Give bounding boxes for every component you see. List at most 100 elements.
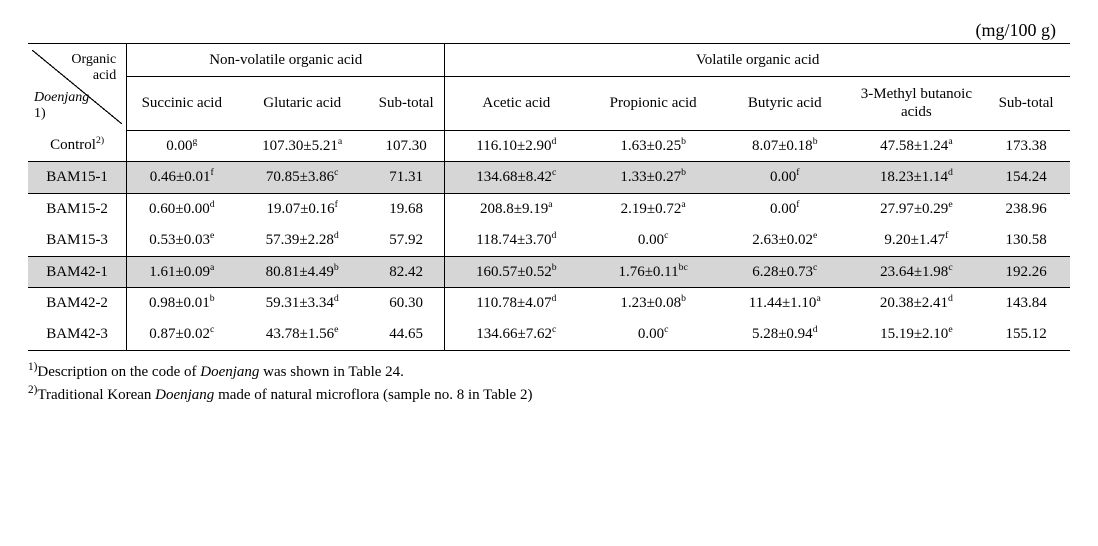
- cell-sup: e: [948, 324, 952, 335]
- cell: 143.84: [1005, 295, 1046, 311]
- cell-sup: a: [948, 136, 952, 147]
- cell: 2.63±0.02: [752, 232, 813, 248]
- diag-top-2: acid: [93, 68, 116, 83]
- row-label: BAM15-1: [46, 169, 108, 185]
- cell-sup: c: [813, 262, 817, 273]
- cell: 1.23±0.08: [620, 295, 681, 311]
- cell-sup: b: [681, 136, 686, 147]
- cell-sup: c: [210, 324, 214, 335]
- cell-sup: f: [211, 167, 214, 178]
- cell: 130.58: [1005, 232, 1046, 248]
- cell: 0.87±0.02: [149, 326, 210, 342]
- diagonal-header: Organic acid Doenjang 1): [28, 44, 127, 131]
- col-acetic: Acetic acid: [445, 77, 588, 130]
- cell: 107.30±5.21: [262, 138, 338, 154]
- fn1-post: was shown in Table 24.: [259, 364, 404, 380]
- cell: 82.42: [389, 264, 423, 280]
- cell: 0.98±0.01: [149, 295, 210, 311]
- cell-sup: a: [338, 136, 342, 147]
- cell: 43.78±1.56: [266, 326, 334, 342]
- group-nonvolatile: Non-volatile organic acid: [127, 44, 445, 77]
- cell: 116.10±2.90: [476, 138, 551, 154]
- cell-sup: d: [334, 293, 339, 304]
- cell: 0.00: [638, 232, 664, 248]
- cell-sup: f: [796, 199, 799, 210]
- cell: 19.07±0.16: [266, 201, 334, 217]
- row-label: BAM42-2: [46, 295, 108, 311]
- cell-sup: d: [334, 230, 339, 241]
- cell: 27.97±0.29: [880, 201, 948, 217]
- cell: 18.23±1.14: [880, 169, 948, 185]
- fn2-ital: Doenjang: [155, 387, 214, 403]
- cell-sup: c: [948, 262, 952, 273]
- cell: 59.31±3.34: [266, 295, 334, 311]
- cell-sup: c: [334, 167, 338, 178]
- fn1-pre: Description on the code of: [37, 364, 200, 380]
- cell: 57.39±2.28: [266, 232, 334, 248]
- cell-sup: a: [548, 199, 552, 210]
- cell-sup: b: [813, 136, 818, 147]
- fn2-mark: 2): [28, 384, 37, 396]
- cell: 15.19±2.10: [880, 326, 948, 342]
- cell: 134.66±7.62: [476, 326, 552, 342]
- cell-sup: d: [948, 293, 953, 304]
- cell: 0.00: [166, 138, 192, 154]
- cell-sup: d: [551, 230, 556, 241]
- cell-sup: b: [552, 262, 557, 273]
- cell-sup: c: [552, 167, 556, 178]
- cell-sup: f: [796, 167, 799, 178]
- col-sub-nv: Sub-total: [368, 77, 445, 130]
- diag-top-1: Organic: [71, 52, 116, 67]
- cell: 110.78±4.07: [476, 295, 551, 311]
- row-label: BAM15-3: [46, 232, 108, 248]
- cell-sup: c: [552, 324, 556, 335]
- row-label: BAM42-3: [46, 326, 108, 342]
- cell-sup: d: [551, 136, 556, 147]
- col-butyric: Butyric acid: [719, 77, 851, 130]
- col-succinic: Succinic acid: [127, 77, 237, 130]
- cell-sup: d: [813, 324, 818, 335]
- group-volatile: Volatile organic acid: [445, 44, 1070, 77]
- table-row: BAM15-2 0.60±0.00d 19.07±0.16f 19.68 208…: [28, 194, 1070, 225]
- cell: 6.28±0.73: [752, 264, 813, 280]
- cell: 47.58±1.24: [880, 138, 948, 154]
- cell: 19.68: [389, 201, 423, 217]
- cell: 238.96: [1005, 201, 1046, 217]
- row-label: Control: [50, 137, 96, 153]
- cell: 1.63±0.25: [620, 138, 681, 154]
- cell-sup: d: [551, 293, 556, 304]
- cell-sup: a: [210, 262, 214, 273]
- cell-sup: e: [210, 230, 214, 241]
- cell: 155.12: [1005, 326, 1046, 342]
- table-row: Control2) 0.00g 107.30±5.21a 107.30 116.…: [28, 130, 1070, 162]
- cell-sup: a: [816, 293, 820, 304]
- row-label: BAM42-1: [46, 264, 108, 280]
- cell-sup: a: [681, 199, 685, 210]
- cell-sup: e: [334, 324, 338, 335]
- cell-sup: b: [210, 293, 215, 304]
- cell: 0.00: [770, 201, 796, 217]
- cell: 23.64±1.98: [880, 264, 948, 280]
- cell: 154.24: [1005, 169, 1046, 185]
- cell-sup: b: [334, 262, 339, 273]
- cell-sup: b: [681, 293, 686, 304]
- cell: 57.92: [389, 232, 423, 248]
- cell-sup: b: [681, 167, 686, 178]
- diag-bot-sup: 1): [34, 106, 46, 121]
- cell: 2.19±0.72: [621, 201, 682, 217]
- cell: 44.65: [389, 326, 423, 342]
- cell: 5.28±0.94: [752, 326, 813, 342]
- cell: 0.46±0.01: [150, 169, 211, 185]
- cell: 8.07±0.18: [752, 138, 813, 154]
- cell: 107.30: [386, 138, 427, 154]
- cell-sup: d: [210, 199, 215, 210]
- col-methylbut: 3-Methyl butanoic acids: [851, 77, 983, 130]
- diag-bot-italic: Doenjang: [34, 90, 89, 105]
- cell: 0.00: [638, 326, 664, 342]
- cell: 60.30: [389, 295, 423, 311]
- cell: 173.38: [1005, 138, 1046, 154]
- cell: 20.38±2.41: [880, 295, 948, 311]
- cell-sup: g: [192, 136, 197, 147]
- table-row: BAM15-1 0.46±0.01f 70.85±3.86c 71.31 134…: [28, 162, 1070, 194]
- fn2-pre: Traditional Korean: [37, 387, 155, 403]
